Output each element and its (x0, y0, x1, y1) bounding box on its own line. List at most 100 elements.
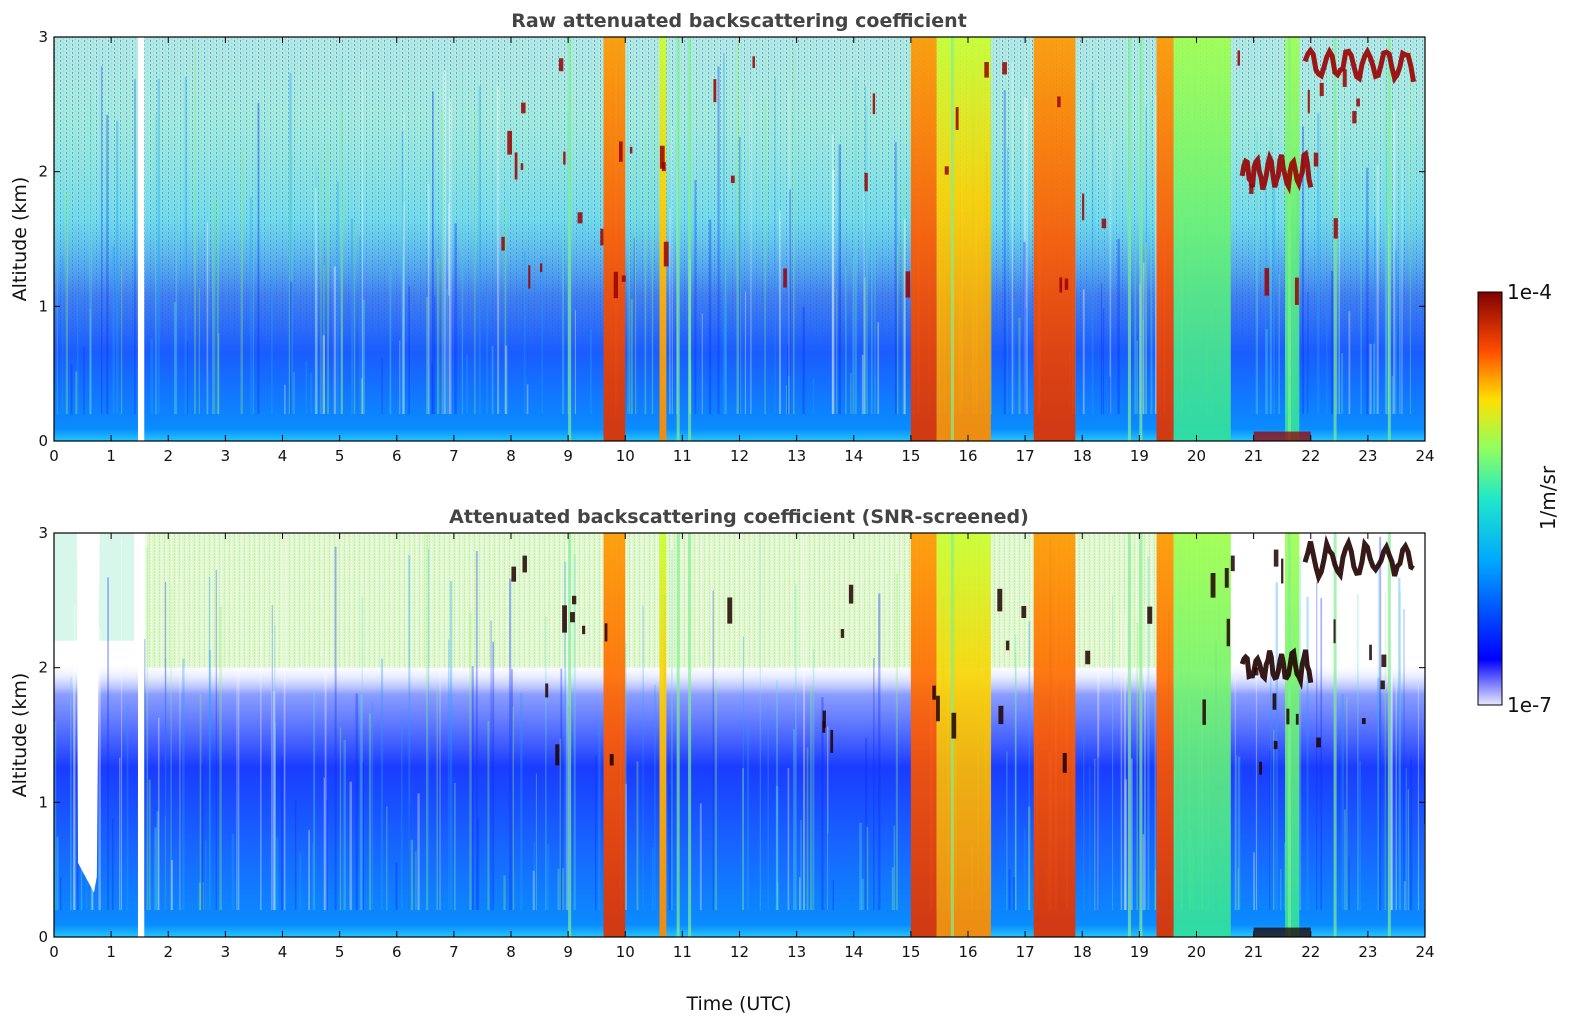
streak (1097, 665, 1100, 911)
cloud-layer (1239, 149, 1314, 195)
streak (75, 371, 78, 415)
streak (157, 78, 160, 415)
streak (231, 833, 235, 911)
cloud-fragment (661, 162, 666, 172)
streak (535, 773, 537, 911)
streak (73, 604, 76, 911)
top-title: Raw attenuated backscattering coefficien… (511, 10, 967, 32)
precipitation-column (910, 533, 937, 937)
streak (353, 222, 356, 415)
streak (368, 713, 372, 911)
cloud-fragment (545, 683, 549, 698)
fall-streak (1387, 533, 1391, 937)
streak (838, 144, 841, 415)
streak (237, 669, 240, 911)
streak (866, 826, 869, 911)
streak (401, 180, 404, 415)
streak (260, 631, 262, 911)
streak (1398, 578, 1401, 911)
streak (362, 299, 366, 415)
streak (1348, 311, 1351, 415)
cloud-fragment (1369, 644, 1372, 661)
x-tick-label: 14 (844, 447, 863, 465)
streak (216, 196, 219, 415)
y-tick-label: 0 (38, 432, 48, 450)
streak (436, 686, 438, 911)
streak (436, 258, 440, 415)
streak (380, 658, 384, 911)
streak (1006, 147, 1009, 415)
x-tick-label: 15 (901, 447, 920, 465)
x-tick-label: 22 (1301, 447, 1320, 465)
cloud-fragment (663, 241, 669, 267)
streak (289, 72, 292, 415)
streak (361, 596, 363, 911)
cloud-fragment (521, 102, 526, 114)
streak (723, 303, 727, 415)
streak (115, 120, 119, 415)
cloud-fragment (558, 58, 564, 72)
streak (717, 66, 720, 415)
precipitation-column (1285, 37, 1300, 441)
streak (280, 757, 284, 911)
cloud-fragment (830, 729, 834, 753)
streak (1306, 596, 1309, 911)
streak (1317, 112, 1320, 415)
data-gap (137, 533, 145, 937)
x-tick-label: 14 (844, 943, 863, 961)
cloud-fragment (570, 612, 575, 623)
streak (573, 554, 576, 911)
x-tick-label: 13 (787, 943, 806, 961)
streak (759, 533, 761, 911)
streak (106, 114, 109, 415)
streak (861, 354, 864, 415)
streak (469, 612, 472, 911)
cloud-fragment (1002, 62, 1007, 75)
streak (812, 378, 815, 415)
x-tick-label: 23 (1358, 943, 1377, 961)
x-tick-label: 10 (616, 943, 635, 961)
cloud-fragment (1281, 558, 1284, 584)
streak (240, 150, 243, 415)
streak (895, 573, 898, 911)
streak (257, 102, 260, 415)
cloud-fragment (944, 166, 949, 175)
streak (1335, 110, 1338, 415)
x-tick-label: 7 (449, 943, 459, 961)
cloud-fragment (872, 93, 876, 115)
streak (628, 237, 631, 415)
cloud-fragment (822, 710, 826, 728)
streak (1024, 827, 1026, 911)
streak (201, 763, 204, 911)
cloud-fragment (730, 175, 735, 184)
cloud-fragment (600, 228, 604, 246)
streak (202, 882, 204, 911)
streak (826, 726, 829, 911)
cloud-fragment (1147, 606, 1153, 624)
surface-echo (1253, 431, 1311, 441)
streak (787, 344, 789, 415)
streak (1014, 651, 1017, 911)
y-tick-label: 3 (38, 28, 48, 46)
streak (270, 632, 274, 911)
streak (60, 877, 62, 911)
streak (449, 99, 452, 415)
streak (863, 277, 866, 415)
cloud-layer (1302, 46, 1417, 85)
streak (1123, 613, 1127, 911)
streak (1299, 555, 1302, 911)
streak (389, 266, 392, 415)
colorbar-unit-label: 1/m/sr (1536, 465, 1560, 530)
x-tick-label: 24 (1415, 447, 1434, 465)
streak (401, 130, 404, 415)
streak (121, 538, 123, 911)
x-tick-label: 24 (1415, 943, 1434, 961)
streak (866, 105, 868, 415)
x-tick-label: 13 (787, 447, 806, 465)
streak (1391, 375, 1394, 415)
streak (778, 210, 782, 415)
cloud-fragment (1254, 667, 1259, 676)
streak (1255, 131, 1259, 415)
cloud-fragment (1333, 218, 1338, 239)
streak (1144, 604, 1146, 911)
